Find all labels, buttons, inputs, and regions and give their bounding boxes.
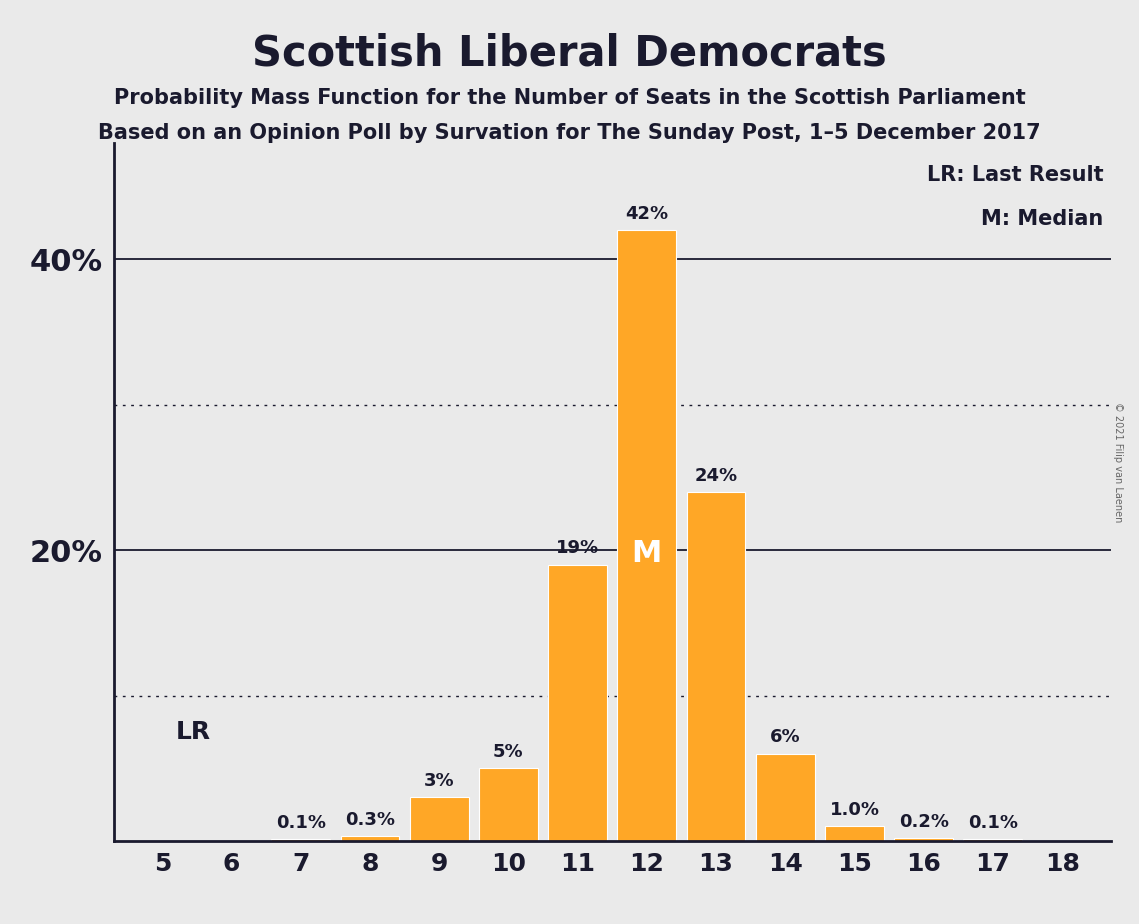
Bar — [480, 768, 538, 841]
Text: 5%: 5% — [493, 743, 524, 760]
Text: 42%: 42% — [625, 205, 669, 224]
Bar — [410, 797, 468, 841]
Text: 3%: 3% — [424, 772, 454, 790]
Text: 0.2%: 0.2% — [899, 813, 949, 831]
Text: Scottish Liberal Democrats: Scottish Liberal Democrats — [252, 32, 887, 74]
Text: Based on an Opinion Poll by Survation for The Sunday Post, 1–5 December 2017: Based on an Opinion Poll by Survation fo… — [98, 123, 1041, 143]
Bar — [271, 839, 330, 841]
Bar — [894, 838, 953, 841]
Bar — [825, 826, 884, 841]
Bar — [341, 836, 400, 841]
Text: © 2021 Filip van Laenen: © 2021 Filip van Laenen — [1114, 402, 1123, 522]
Text: Probability Mass Function for the Number of Seats in the Scottish Parliament: Probability Mass Function for the Number… — [114, 88, 1025, 108]
Text: 19%: 19% — [556, 540, 599, 557]
Bar — [548, 565, 607, 841]
Text: 24%: 24% — [695, 467, 738, 485]
Bar — [687, 492, 745, 841]
Text: 0.1%: 0.1% — [276, 814, 326, 833]
Text: 1.0%: 1.0% — [829, 801, 879, 819]
Text: M: Median: M: Median — [982, 209, 1104, 228]
Bar — [617, 230, 677, 841]
Text: M: M — [632, 540, 662, 568]
Text: 6%: 6% — [770, 728, 801, 747]
Text: 0.3%: 0.3% — [345, 811, 395, 829]
Bar — [756, 754, 814, 841]
Text: LR: Last Result: LR: Last Result — [927, 165, 1104, 185]
Text: LR: LR — [177, 720, 212, 744]
Bar — [964, 839, 1023, 841]
Text: 0.1%: 0.1% — [968, 814, 1018, 833]
